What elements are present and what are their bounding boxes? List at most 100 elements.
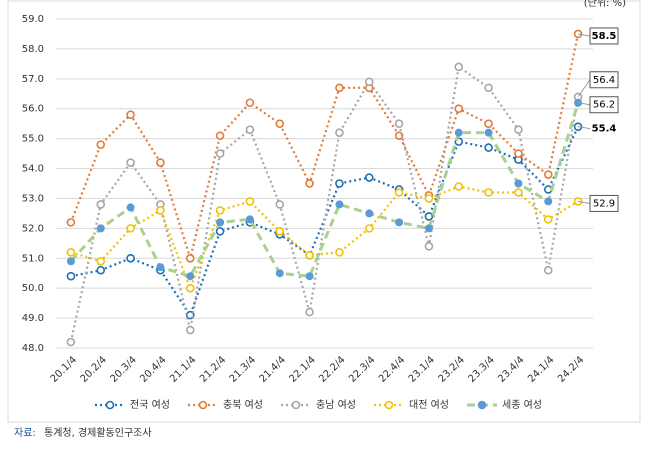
data-point: [96, 200, 106, 209]
y-tick-label: 58.0: [22, 44, 44, 55]
data-point: [216, 218, 225, 227]
data-point: [394, 119, 404, 128]
data-point: [126, 253, 135, 263]
data-point: [305, 179, 314, 188]
data-point: [96, 256, 106, 266]
data-label: 58.5: [592, 31, 617, 42]
data-point: [245, 125, 255, 134]
data-point: [335, 83, 344, 93]
label-box: [589, 194, 619, 212]
data-point: [484, 188, 493, 197]
data-point: [185, 325, 195, 335]
chart-frame: [7, 0, 641, 423]
leader-line: [577, 79, 591, 98]
data-point: [66, 247, 76, 257]
legend-label: 충남 여성: [316, 399, 356, 411]
legend-marker: [384, 400, 394, 410]
y-tick-label: 56.0: [22, 104, 44, 115]
data-point: [275, 227, 285, 236]
y-tick-label: 49.0: [22, 313, 44, 324]
leader-line: [578, 126, 591, 130]
y-tick-label: 50.0: [22, 283, 44, 294]
data-point: [424, 242, 434, 251]
data-point: [364, 224, 374, 233]
data-point: [215, 149, 225, 158]
data-label: 55.4: [592, 124, 617, 135]
data-point: [305, 272, 314, 281]
y-tick-label: 53.0: [22, 193, 44, 204]
legend-label: 충북 여성: [223, 399, 263, 411]
data-point: [156, 263, 165, 272]
data-point: [514, 149, 523, 158]
data-point: [66, 218, 76, 227]
data-point: [185, 253, 195, 263]
data-point: [395, 218, 404, 227]
data-point: [275, 200, 285, 209]
leader-line: [578, 102, 591, 106]
data-point: [185, 283, 195, 293]
series-line: [70, 185, 579, 292]
data-point: [335, 128, 344, 137]
data-point: [275, 119, 285, 128]
data-point: [543, 265, 553, 275]
source: 통계청, 경제활동인구조사: [44, 426, 152, 439]
data-point: [424, 194, 434, 203]
data-point: [514, 125, 523, 134]
data-point: [364, 173, 374, 182]
leader-line: [578, 33, 591, 37]
data-point: [66, 337, 76, 347]
data-point: [484, 143, 493, 152]
data-label: 56.4: [593, 75, 615, 86]
leader-line: [578, 200, 591, 204]
data-point: [96, 140, 106, 149]
y-tick-label: 52.0: [22, 223, 44, 234]
data-point: [514, 188, 523, 197]
legend-label: 대전 여성: [409, 399, 449, 411]
data-point: [454, 128, 463, 137]
data-point: [275, 269, 284, 278]
legend-marker: [198, 400, 208, 410]
y-tick-label: 57.0: [22, 74, 44, 85]
data-point: [215, 227, 225, 236]
data-point: [156, 206, 165, 215]
data-point: [245, 215, 254, 224]
y-tick-label: 54.0: [22, 164, 44, 175]
data-point: [126, 203, 135, 212]
data-point: [365, 209, 374, 218]
data-point: [543, 170, 553, 179]
legend-label: 세종 여성: [502, 399, 542, 411]
data-point: [215, 131, 225, 140]
data-point: [394, 188, 404, 197]
source-label: 자료:: [14, 427, 36, 439]
label-box: [589, 27, 619, 45]
unit-label: (단위: %): [584, 0, 626, 9]
data-point: [484, 128, 493, 137]
data-point: [66, 257, 75, 266]
y-tick-label: 55.0: [22, 134, 44, 145]
data-point: [484, 119, 493, 128]
data-point: [544, 197, 553, 206]
data-point: [364, 77, 374, 87]
data-point: [454, 182, 464, 191]
series-line: [69, 33, 580, 263]
data-point: [335, 179, 344, 188]
data-point: [305, 307, 314, 317]
data-point: [543, 215, 553, 224]
data-point: [245, 98, 255, 108]
data-point: [305, 250, 314, 260]
data-point: [484, 83, 493, 93]
data-point: [126, 224, 135, 233]
label-box: [589, 71, 619, 89]
data-point: [126, 110, 135, 120]
data-point: [245, 197, 255, 206]
data-point: [126, 158, 135, 167]
legend-marker: [477, 400, 487, 410]
label-box: [589, 96, 619, 114]
data-label: 56.2: [593, 100, 615, 111]
y-tick-label: 59.0: [22, 14, 44, 25]
data-point: [335, 200, 344, 209]
legend-marker: [105, 400, 115, 410]
data-point: [454, 62, 464, 72]
legend-label: 전국 여성: [130, 399, 170, 411]
